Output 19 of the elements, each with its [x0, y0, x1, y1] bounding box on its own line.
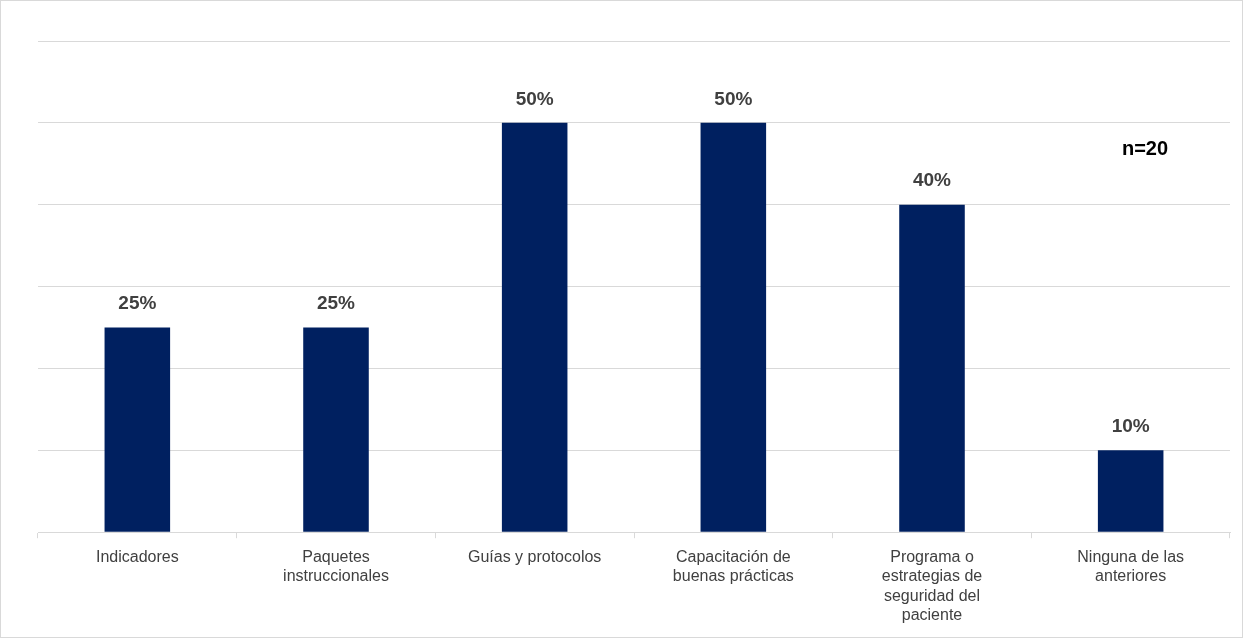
bar [899, 204, 965, 532]
x-tick-label: Capacitación de buenas prácticas [672, 548, 794, 585]
data-label: 50% [515, 87, 554, 109]
bar [501, 122, 568, 532]
bar [104, 327, 171, 532]
x-tick-label: Guías y protocolos [467, 548, 602, 566]
data-label: 50% [714, 87, 753, 109]
x-tick-label: Programa o estrategias de seguridad del paciente [881, 548, 983, 623]
data-label: 10% [1111, 415, 1150, 437]
x-tick-label: Ninguna de las anteriores [1077, 548, 1185, 585]
annotation: n=20 [1121, 136, 1169, 159]
bar [1097, 450, 1164, 532]
data-label: 40% [912, 169, 952, 191]
data-label: 25% [118, 292, 157, 314]
data-label: 25% [316, 292, 356, 314]
bar [700, 122, 767, 532]
x-tick-label: Indicadores [95, 548, 179, 566]
x-tick-label: Paquetes instruccionales [283, 548, 389, 585]
bar [303, 327, 369, 532]
